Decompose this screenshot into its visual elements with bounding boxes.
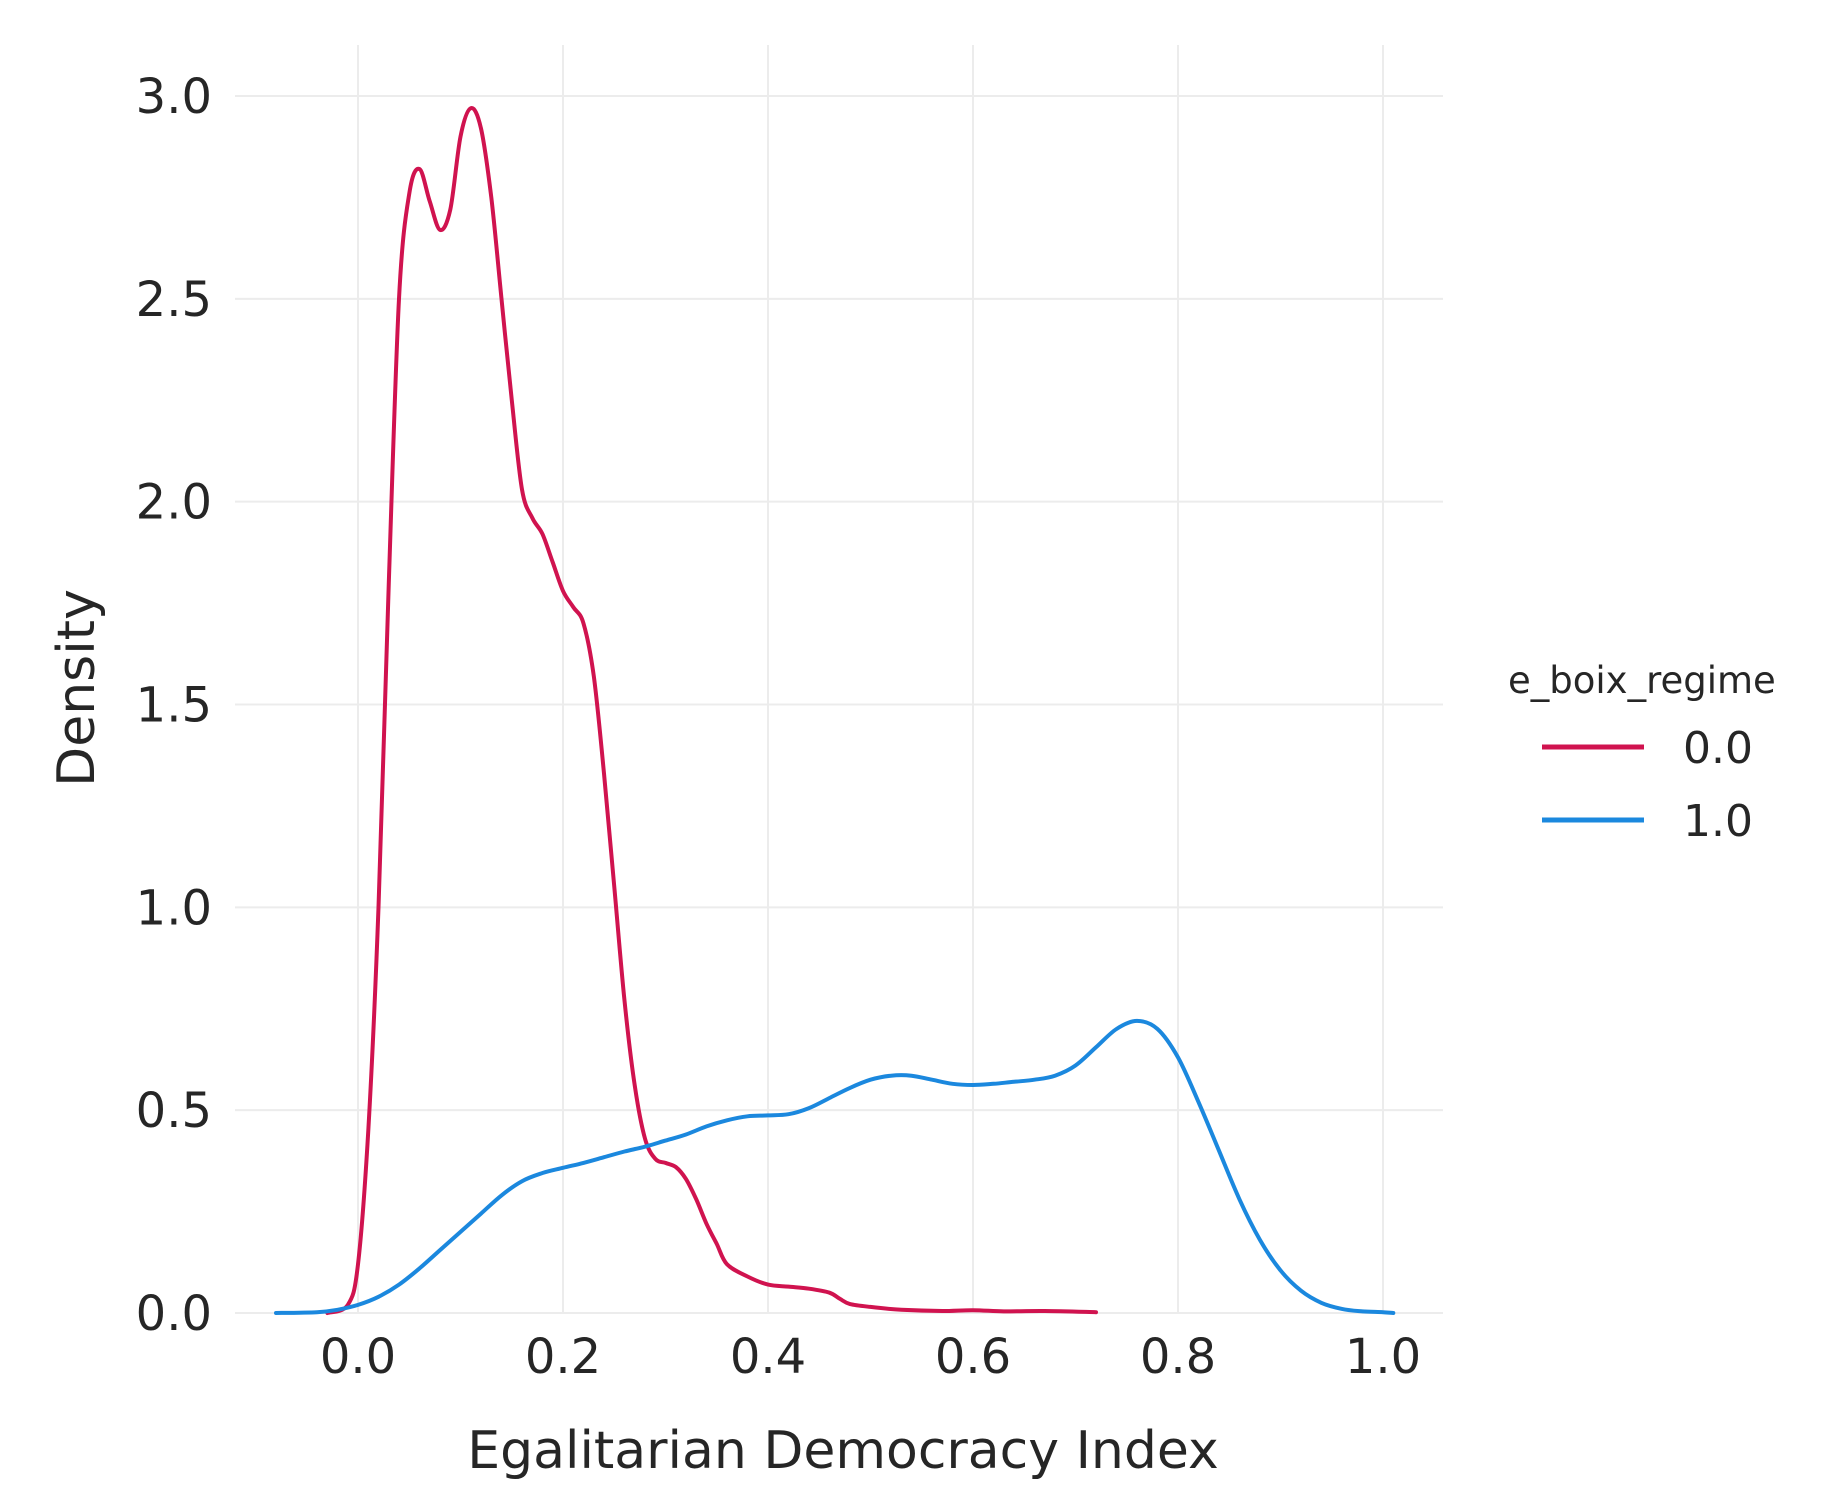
y-tick-label: 3.0 bbox=[136, 69, 212, 125]
x-tick-label: 0.8 bbox=[1140, 1329, 1216, 1385]
x-tick-label: 0.2 bbox=[525, 1329, 601, 1385]
x-axis-label: Egalitarian Democracy Index bbox=[467, 1421, 1218, 1481]
y-axis-label: Density bbox=[47, 589, 107, 787]
legend-label: 0.0 bbox=[1683, 723, 1753, 774]
y-tick-label: 1.5 bbox=[136, 678, 212, 734]
grid bbox=[235, 45, 1443, 1314]
density-lines bbox=[274, 106, 1396, 1315]
legend: e_boix_regime 0.0 1.0 bbox=[1508, 659, 1776, 847]
legend-title: e_boix_regime bbox=[1508, 659, 1776, 702]
y-tick-label: 2.5 bbox=[136, 272, 212, 328]
y-tick-label: 1.0 bbox=[136, 880, 212, 936]
y-tick-label: 0.0 bbox=[136, 1286, 212, 1342]
density-line-0-0 bbox=[325, 106, 1098, 1315]
legend-label: 1.0 bbox=[1683, 796, 1753, 847]
y-axis-ticks: 0.0 0.5 1.0 1.5 2.0 2.5 3.0 bbox=[136, 69, 212, 1342]
x-axis-ticks: 0.0 0.2 0.4 0.6 0.8 1.0 bbox=[320, 1329, 1421, 1385]
y-tick-label: 0.5 bbox=[136, 1083, 212, 1139]
x-tick-label: 0.4 bbox=[730, 1329, 806, 1385]
y-tick-label: 2.0 bbox=[136, 475, 212, 531]
x-tick-label: 0.6 bbox=[935, 1329, 1011, 1385]
density-line-1-0 bbox=[274, 1018, 1396, 1315]
x-tick-label: 0.0 bbox=[320, 1329, 396, 1385]
x-tick-label: 1.0 bbox=[1345, 1329, 1421, 1385]
